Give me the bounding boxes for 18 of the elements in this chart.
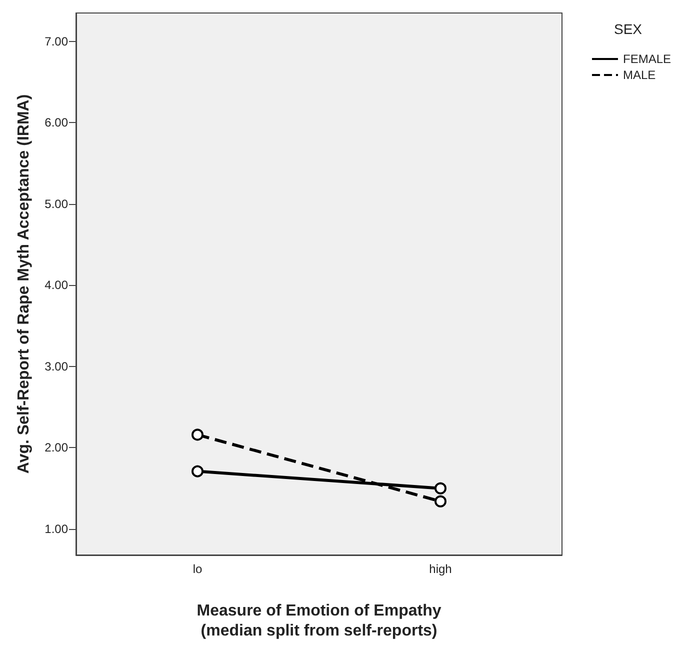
y-tick-label: 7.00 bbox=[44, 34, 68, 48]
y-axis-title: Avg. Self-Report of Rape Myth Acceptance (IRMA) bbox=[16, 94, 32, 474]
x-tick-label: lo bbox=[192, 562, 202, 576]
y-tick-label: 6.00 bbox=[44, 116, 68, 130]
point bbox=[434, 482, 446, 494]
x-axis-title: Measure of Emotion of Empathy (median split from self-reports) bbox=[196, 602, 442, 640]
legend-label: FEMALE bbox=[622, 52, 672, 66]
point bbox=[192, 465, 204, 478]
legend-title: SEX bbox=[614, 21, 643, 37]
y-tick-label: 1.00 bbox=[44, 522, 68, 536]
x-tick-label: high bbox=[429, 562, 452, 576]
y-tick-label: 3.00 bbox=[44, 359, 68, 374]
point bbox=[434, 495, 446, 508]
point bbox=[192, 428, 204, 441]
y-tick-label: 2.00 bbox=[44, 440, 68, 455]
y-tick-label: 4.00 bbox=[44, 278, 68, 292]
y-tick-label: 5.00 bbox=[44, 196, 68, 211]
legend-label: MALE bbox=[622, 68, 656, 82]
